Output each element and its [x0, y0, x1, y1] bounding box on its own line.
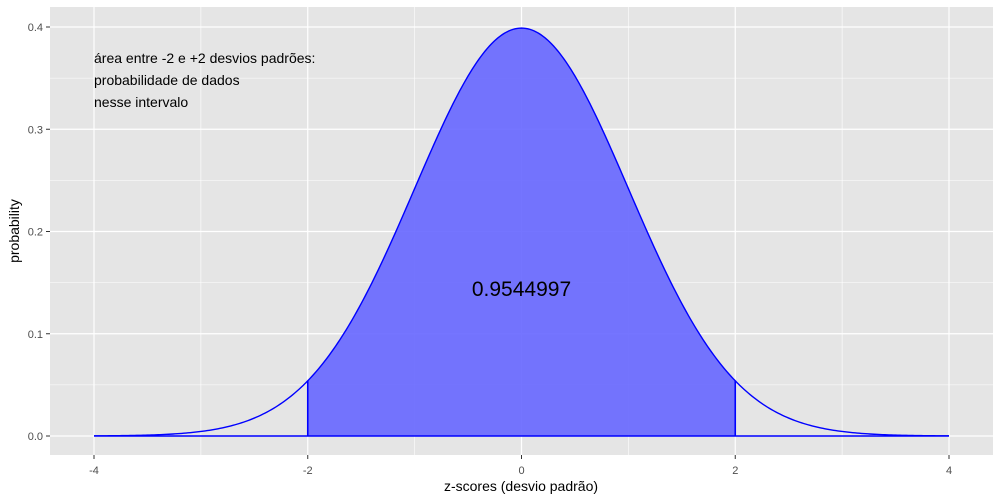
y-tick-label: 0.2 [28, 227, 43, 239]
area-probability-label: 0.9544997 [472, 278, 571, 301]
x-tick-label: 0 [518, 465, 524, 477]
x-tick-label: 4 [946, 465, 952, 477]
x-axis: -4 -2 0 2 4 [89, 455, 952, 477]
density-curve [93, 27, 950, 437]
y-axis-title: probability [6, 199, 22, 263]
y-tick-label: 0.4 [28, 22, 43, 34]
y-tick-label: 0.0 [28, 431, 43, 443]
x-tick-label: 2 [732, 465, 738, 477]
x-tick-label: -2 [303, 465, 313, 477]
y-axis: 0.0 0.1 0.2 0.3 0.4 [28, 22, 50, 443]
x-axis-title: z-scores (desvio padrão) [444, 478, 598, 494]
shaded-area-between-sd [307, 28, 736, 437]
annotation-line-3: nesse intervalo [94, 94, 188, 110]
y-tick-label: 0.1 [28, 329, 43, 341]
annotation-line-2: probabilidade de dados [94, 72, 240, 88]
x-tick-label: -4 [89, 465, 99, 477]
annotation-line-1: área entre -2 e +2 desvios padrões: [94, 50, 315, 66]
y-tick-label: 0.3 [28, 124, 43, 136]
